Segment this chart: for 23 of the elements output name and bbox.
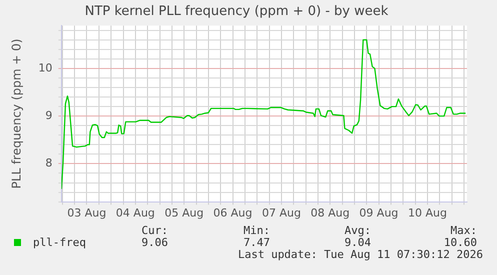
x-tick-label: 04 Aug xyxy=(116,206,155,220)
text: 9.06 xyxy=(142,236,168,249)
y-tick-label: 8 xyxy=(45,156,52,170)
text: Last update: Tue Aug 11 07:30:12 2026 xyxy=(238,248,483,261)
x-tick-label: 10 Aug xyxy=(408,206,447,220)
chart-title: NTP kernel PLL frequency (ppm + 0) - by week xyxy=(84,4,389,20)
y-axis-title: PLL frequency (ppm + 0) xyxy=(9,38,24,189)
x-tick-label: 03 Aug xyxy=(67,206,106,220)
text: Avg: xyxy=(344,224,371,237)
text: 7.47 xyxy=(244,236,270,249)
x-tick-label: 07 Aug xyxy=(262,206,301,220)
x-tick-label: 05 Aug xyxy=(164,206,204,220)
text: Min: xyxy=(244,224,270,237)
x-tick-label: 08 Aug xyxy=(310,206,350,220)
text: Cur: xyxy=(142,224,168,237)
legend-label: pll-freq xyxy=(33,236,86,249)
y-tick-label: 10 xyxy=(38,61,52,74)
y-tick-label: 9 xyxy=(45,108,52,122)
x-tick-label: 06 Aug xyxy=(213,206,252,220)
text: 10.60 xyxy=(444,236,477,249)
x-tick-label: 09 Aug xyxy=(359,206,398,220)
text: Max: xyxy=(450,224,477,237)
text: 9.04 xyxy=(344,236,371,249)
